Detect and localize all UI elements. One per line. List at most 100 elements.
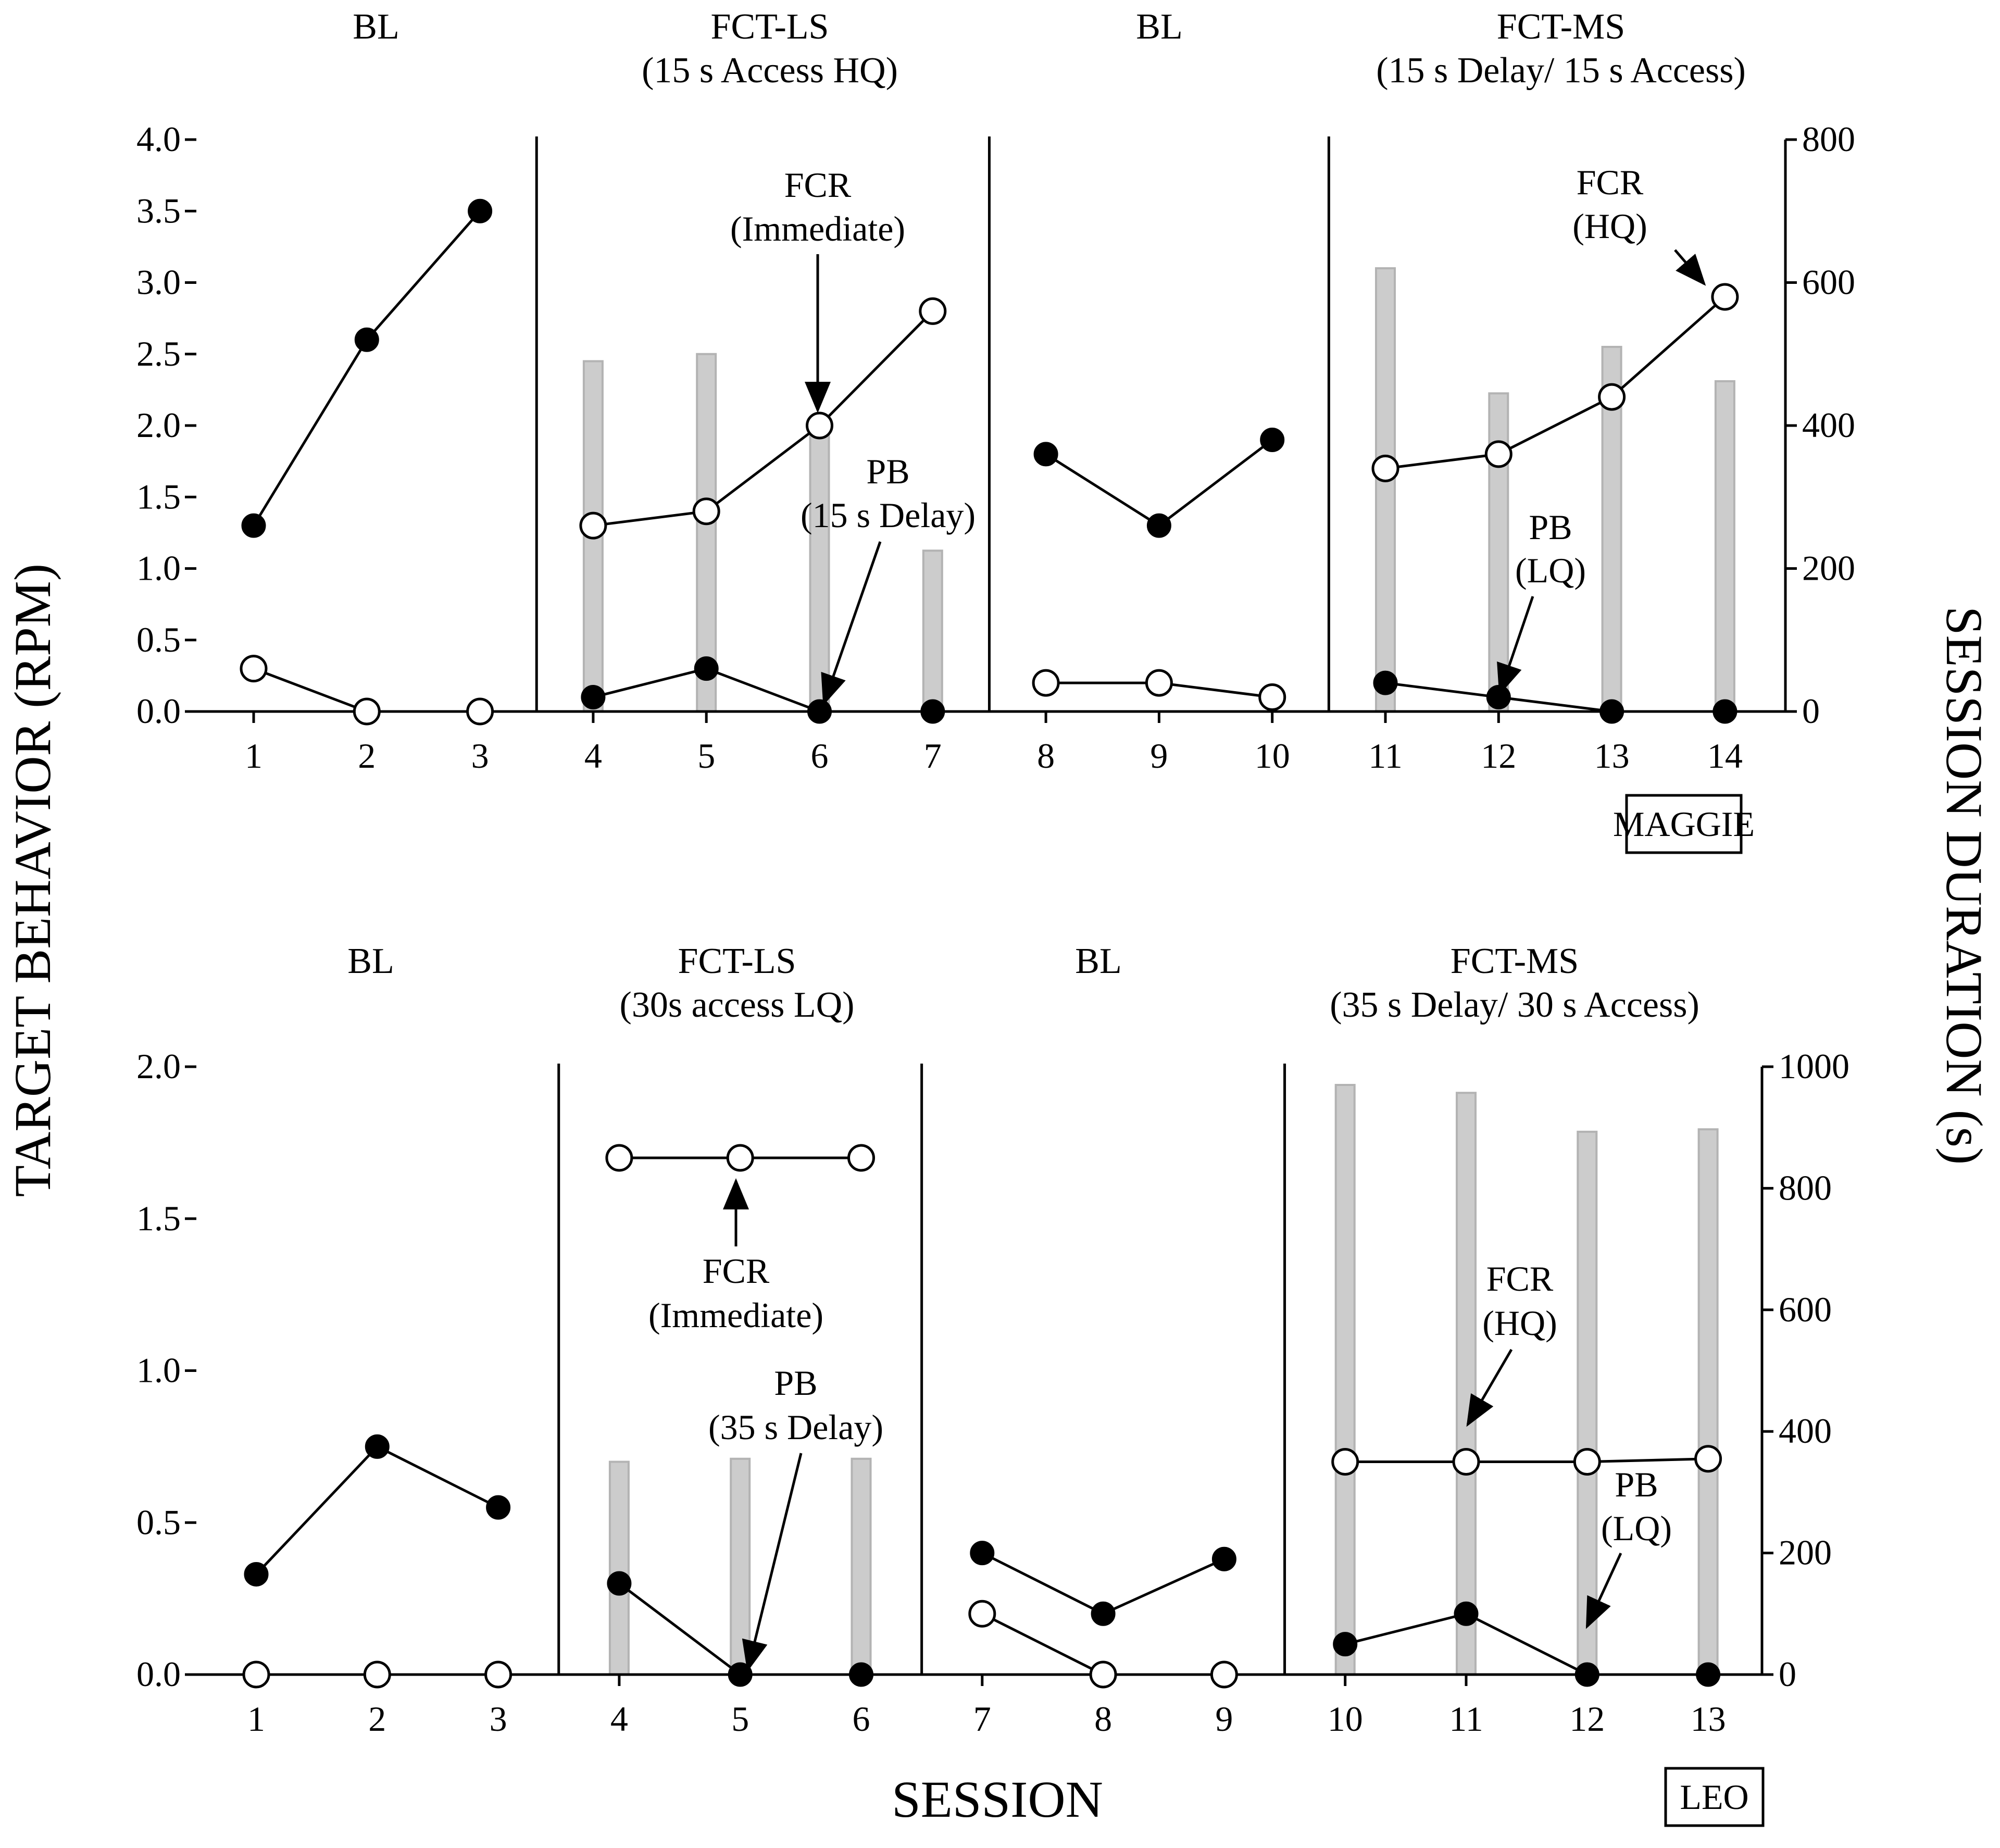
y-right-tick-label: 800 — [1802, 119, 1855, 159]
y-right-tick-label: 600 — [1802, 263, 1855, 302]
target-behavior-line — [593, 667, 933, 713]
phase-label: FCT-LS — [711, 7, 829, 47]
y-right-tick-label: 400 — [1779, 1411, 1832, 1451]
duration-bar — [851, 1457, 872, 1676]
annotation-label: PB — [866, 452, 909, 491]
duration-bar — [1697, 1128, 1719, 1676]
duration-bar — [1375, 267, 1396, 713]
x-tick-label: 1 — [245, 736, 262, 776]
phase-label: (30s access LQ) — [620, 985, 855, 1025]
target-behavior-point — [1146, 513, 1171, 538]
x-tick-label: 3 — [490, 1699, 507, 1739]
x-tick-label: 7 — [973, 1699, 991, 1739]
fcr-line — [1385, 296, 1726, 470]
x-tick-label: 13 — [1594, 736, 1630, 776]
duration-bar — [1577, 1130, 1598, 1676]
y-left-tick-label: 4.0 — [136, 119, 181, 159]
phase-label: BL — [347, 941, 394, 981]
phase-label: BL — [353, 7, 399, 47]
fcr-point — [1573, 1448, 1601, 1476]
annotation-arrow — [1674, 249, 1706, 286]
y-left-tick-label: 0.5 — [136, 1502, 181, 1542]
y-right-tick-label: 0 — [1779, 1654, 1796, 1694]
y-left-tick-label: 0.5 — [136, 620, 181, 659]
x-tick-label: 10 — [1328, 1699, 1363, 1739]
fcr-point — [692, 497, 720, 526]
x-tick-label: 5 — [731, 1699, 749, 1739]
target-behavior-line — [1045, 439, 1273, 528]
participant-box — [1664, 1767, 1765, 1827]
fcr-point — [1089, 1660, 1117, 1689]
fcr-point — [1452, 1448, 1480, 1476]
fcr-point — [1484, 440, 1512, 468]
y-left-tick-label: 1.0 — [136, 1351, 181, 1390]
annotation-label: FCR — [784, 165, 852, 205]
target-behavior-point — [920, 699, 945, 724]
annotation-label: (LQ) — [1601, 1508, 1672, 1548]
y-right-tick-label: 200 — [1779, 1533, 1832, 1572]
fcr-point — [1210, 1660, 1238, 1689]
target-behavior-point — [1091, 1601, 1116, 1626]
fcr-point — [605, 1144, 633, 1172]
fcr-point — [1598, 383, 1626, 411]
annotation-label: (Immediate) — [730, 209, 905, 248]
target-behavior-point — [486, 1495, 511, 1520]
x-tick-label: 4 — [610, 1699, 628, 1739]
x-tick-label: 11 — [1368, 736, 1402, 776]
fcr-point — [579, 511, 607, 540]
target-behavior-point — [607, 1571, 632, 1596]
x-tick-label: 12 — [1481, 736, 1516, 776]
phase-label: FCT-MS — [1451, 941, 1579, 981]
target-behavior-point — [1599, 699, 1624, 724]
phase-label: FCT-LS — [678, 941, 796, 981]
target-behavior-point — [970, 1541, 995, 1566]
annotation-label: FCR — [703, 1251, 770, 1291]
target-behavior-point — [1486, 685, 1511, 710]
target-behavior-line — [255, 1445, 499, 1576]
duration-bar — [809, 431, 830, 713]
fcr-point — [1371, 454, 1399, 482]
fcr-point — [1032, 669, 1060, 697]
fcr-point — [1711, 283, 1739, 311]
duration-bar — [730, 1457, 751, 1676]
x-tick-label: 13 — [1691, 1699, 1726, 1739]
y-right-tick-label: 400 — [1802, 405, 1855, 445]
x-tick-label: 14 — [1707, 736, 1743, 776]
annotation-arrow — [1585, 1552, 1622, 1629]
annotation-label: FCR — [1486, 1259, 1554, 1298]
target-behavior-point — [694, 656, 719, 681]
annotation-label: (HQ) — [1572, 206, 1647, 246]
annotation-arrow — [742, 1453, 803, 1672]
x-tick-label: 9 — [1215, 1699, 1233, 1739]
fcr-point — [1694, 1445, 1722, 1473]
x-axis-title: SESSION — [892, 1770, 1103, 1828]
target-behavior-point — [1713, 699, 1738, 724]
y-right-tick-label: 600 — [1779, 1290, 1832, 1329]
phase-label: BL — [1075, 941, 1121, 981]
duration-bar — [608, 1460, 630, 1676]
annotation-label: PB — [1615, 1465, 1658, 1504]
target-behavior-point — [1211, 1546, 1236, 1571]
target-behavior-point — [1454, 1601, 1479, 1626]
phase-label: BL — [1136, 7, 1182, 47]
phase-label: (15 s Access HQ) — [642, 51, 898, 91]
y-left-tick-label: 3.5 — [136, 191, 181, 230]
x-tick-label: 11 — [1449, 1699, 1483, 1739]
annotation-label: PB — [774, 1363, 817, 1403]
phase-label: FCT-MS — [1497, 7, 1625, 47]
x-tick-label: 7 — [924, 736, 942, 776]
y-left-tick-label: 1.5 — [136, 477, 181, 516]
fcr-point — [968, 1600, 996, 1628]
duration-bar — [1456, 1092, 1477, 1676]
target-behavior-point — [1033, 442, 1058, 467]
x-tick-label: 1 — [247, 1699, 265, 1739]
phase-label: (15 s Delay/ 15 s Access) — [1376, 51, 1746, 91]
y-left-tick-label: 3.0 — [136, 263, 181, 302]
y-left-tick-label: 0.0 — [136, 691, 181, 731]
phase-label: (35 s Delay/ 30 s Access) — [1330, 985, 1699, 1025]
target-behavior-point — [365, 1434, 390, 1459]
duration-bar — [1334, 1084, 1356, 1676]
participant-name: LEO — [1680, 1777, 1748, 1817]
